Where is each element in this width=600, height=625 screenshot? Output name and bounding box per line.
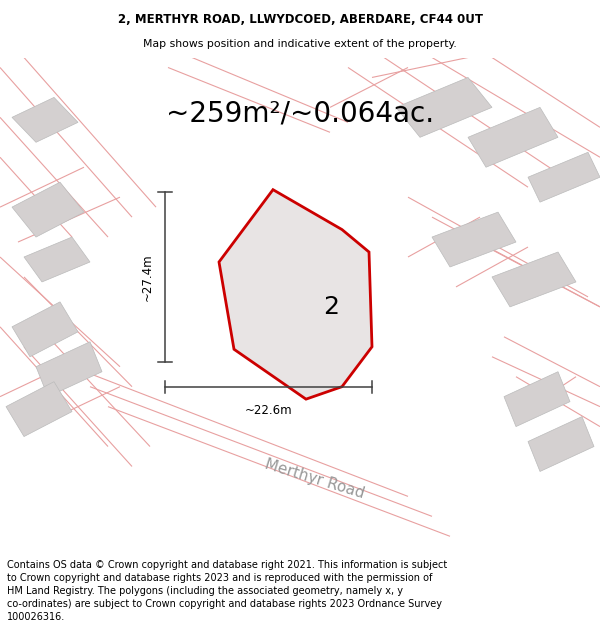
Polygon shape [36,342,102,397]
Polygon shape [12,98,78,142]
Polygon shape [12,182,84,237]
Text: ~22.6m: ~22.6m [245,404,292,417]
Polygon shape [219,189,372,399]
Polygon shape [432,212,516,267]
Text: ~259m²/~0.064ac.: ~259m²/~0.064ac. [166,100,434,128]
Text: Map shows position and indicative extent of the property.: Map shows position and indicative extent… [143,39,457,49]
Text: 2: 2 [323,295,339,319]
Polygon shape [24,237,90,282]
Polygon shape [492,252,576,307]
Polygon shape [6,382,72,436]
Text: ~27.4m: ~27.4m [140,253,154,301]
Text: 2, MERTHYR ROAD, LLWYDCOED, ABERDARE, CF44 0UT: 2, MERTHYR ROAD, LLWYDCOED, ABERDARE, CF… [118,12,482,26]
Polygon shape [528,152,600,202]
Text: Merthyr Road: Merthyr Road [263,457,367,501]
Polygon shape [396,78,492,138]
Polygon shape [12,302,78,357]
Polygon shape [504,372,570,427]
Polygon shape [528,417,594,471]
Polygon shape [468,107,558,168]
Text: Contains OS data © Crown copyright and database right 2021. This information is : Contains OS data © Crown copyright and d… [7,560,448,622]
